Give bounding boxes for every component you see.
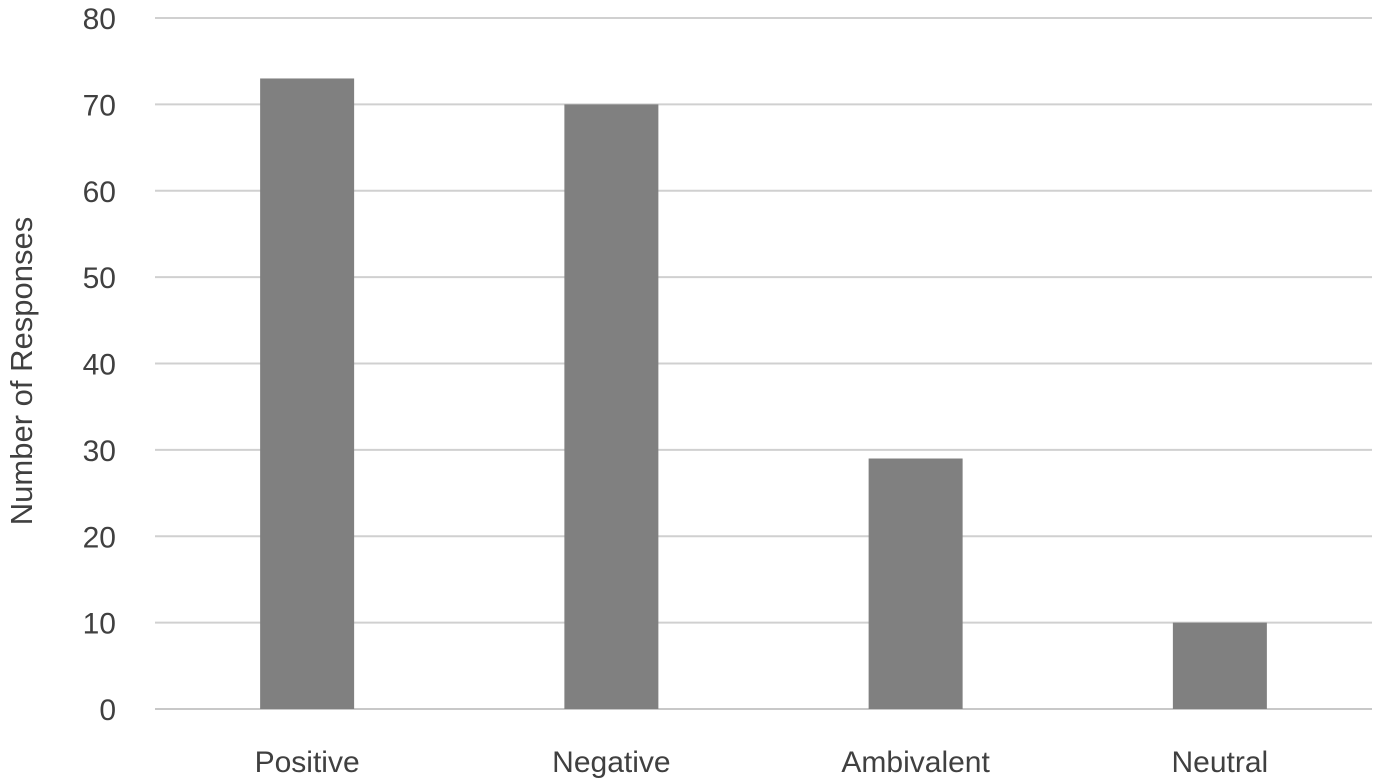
- bar-negative: [564, 104, 659, 709]
- bar-ambivalent: [868, 458, 963, 709]
- bar-positive: [260, 78, 355, 709]
- x-tick-label-negative: Negative: [552, 746, 670, 779]
- bar-neutral: [1172, 622, 1267, 709]
- x-axis-ticks: Positive Negative Ambivalent Neutral: [255, 746, 1269, 779]
- x-tick-label-positive: Positive: [255, 746, 360, 779]
- bars: [260, 78, 1267, 709]
- y-tick-label: 30: [83, 435, 116, 468]
- y-tick-label: 10: [83, 608, 116, 641]
- y-axis-title: Number of Responses: [4, 217, 39, 525]
- y-tick-label: 0: [99, 694, 116, 727]
- y-axis-ticks: 0 10 20 30 40 50 60 70 80: [83, 3, 116, 727]
- y-tick-label: 50: [83, 262, 116, 295]
- y-tick-label: 70: [83, 89, 116, 122]
- gridlines: [155, 17, 1372, 710]
- y-tick-label: 60: [83, 176, 116, 209]
- y-tick-label: 80: [83, 3, 116, 36]
- x-tick-label-neutral: Neutral: [1172, 746, 1269, 779]
- y-tick-label: 40: [83, 349, 116, 382]
- x-tick-label-ambivalent: Ambivalent: [841, 746, 990, 779]
- y-tick-label: 20: [83, 521, 116, 554]
